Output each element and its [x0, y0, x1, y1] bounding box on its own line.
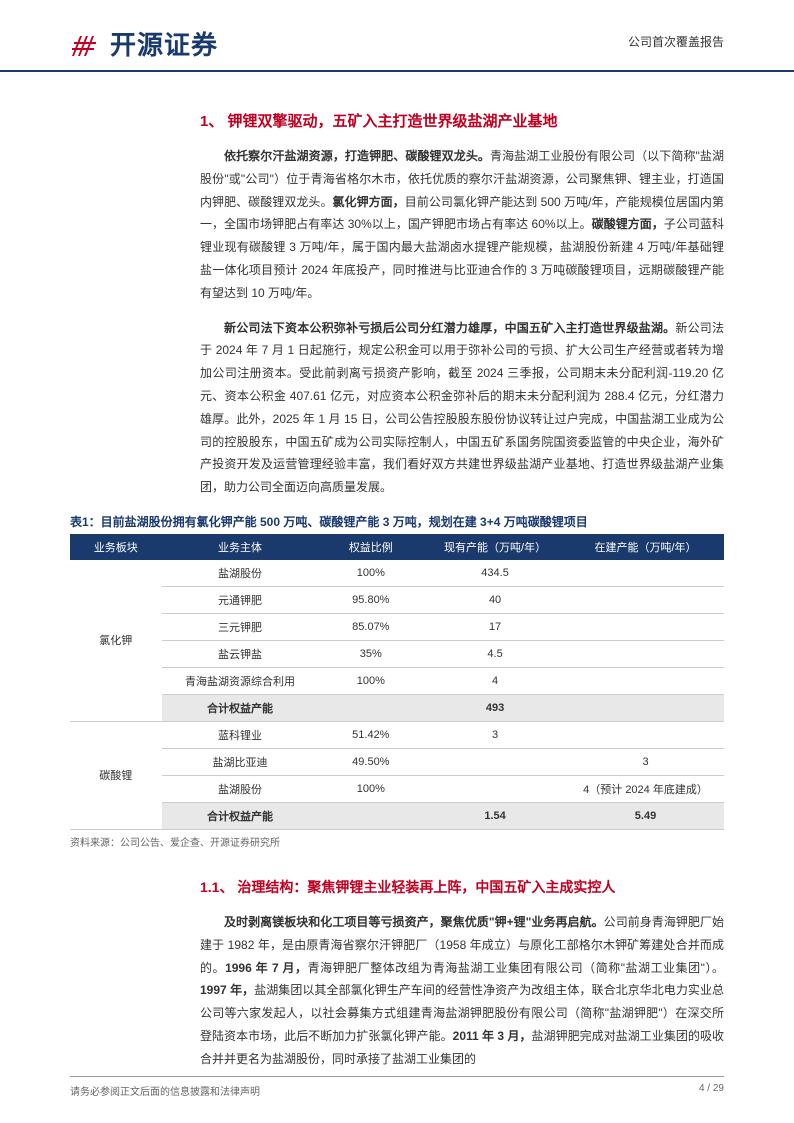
page-number: 4 / 29 [699, 1083, 724, 1098]
section-1-para-2: 新公司法下资本公积弥补亏损后公司分红潜力雄厚，中国五矿入主打造世界级盐湖。新公司… [200, 317, 724, 499]
table-row: 碳酸锂蓝科锂业51.42%3 [70, 721, 724, 748]
table-1-source: 资料来源：公司公告、爱企查、开源证券研究所 [70, 834, 724, 849]
th-0: 业务板块 [70, 534, 162, 560]
table-row: 元通钾肥95.80%40 [70, 586, 724, 613]
th-3: 现有产能（万吨/年） [423, 534, 567, 560]
group-1-label: 氯化钾 [70, 560, 162, 722]
page-header: 开源证券 公司首次覆盖报告 [0, 0, 794, 72]
table-row: 盐云钾盐35%4.5 [70, 640, 724, 667]
p1-lead: 依托察尔汗盐湖资源，打造钾肥、碳酸锂双龙头。 [224, 149, 490, 163]
section-1-title: 1、 钾锂双擎驱动，五矿入主打造世界级盐湖产业基地 [200, 110, 724, 131]
table-1: 业务板块 业务主体 权益比例 现有产能（万吨/年） 在建产能（万吨/年） 氯化钾… [70, 534, 724, 830]
subtotal-row: 合计权益产能1.545.49 [70, 802, 724, 829]
s11-b3: 2011 年 3 月， [453, 1029, 532, 1043]
s11-b2: 1997 年， [200, 983, 254, 997]
subtotal-row: 合计权益产能493 [70, 694, 724, 721]
s11-b1: 1996 年 7 月， [225, 961, 308, 975]
p1-b2: 碳酸锂方面， [592, 217, 664, 231]
th-4: 在建产能（万吨/年） [567, 534, 724, 560]
section-1-1-title: 1.1、 治理结构：聚焦钾锂主业轻装再上阵，中国五矿入主成实控人 [200, 877, 724, 897]
logo: 开源证券 [70, 25, 218, 62]
page-footer: 请务必参阅正文后面的信息披露和法律声明 4 / 29 [70, 1076, 724, 1098]
footer-disclaimer: 请务必参阅正文后面的信息披露和法律声明 [70, 1083, 260, 1098]
s11-lead: 及时剥离镁板块和化工项目等亏损资产，聚焦优质"钾+锂"业务再启航。 [224, 915, 604, 929]
table-row: 盐湖股份100%4（预计 2024 年底建成） [70, 775, 724, 802]
logo-text: 开源证券 [110, 25, 218, 62]
th-1: 业务主体 [162, 534, 319, 560]
table-row: 三元钾肥85.07%17 [70, 613, 724, 640]
table-header-row: 业务板块 业务主体 权益比例 现有产能（万吨/年） 在建产能（万吨/年） [70, 534, 724, 560]
table-row: 青海盐湖资源综合利用100%4 [70, 667, 724, 694]
p1-b1: 氯化钾方面， [333, 195, 405, 209]
main-content: 1、 钾锂双擎驱动，五矿入主打造世界级盐湖产业基地 依托察尔汗盐湖资源，打造钾肥… [0, 72, 794, 1071]
section-1-1-para-1: 及时剥离镁板块和化工项目等亏损资产，聚焦优质"钾+锂"业务再启航。公司前身青海钾… [200, 911, 724, 1071]
logo-icon [70, 28, 102, 60]
s11-t2: 青海钾肥厂整体改组为青海盐湖工业集团有限公司（简称"盐湖工业集团"）。 [308, 961, 724, 975]
th-2: 权益比例 [319, 534, 424, 560]
report-type: 公司首次覆盖报告 [628, 33, 724, 54]
p2-lead: 新公司法下资本公积弥补亏损后公司分红潜力雄厚，中国五矿入主打造世界级盐湖。 [224, 321, 675, 335]
table-1-caption: 表1：目前盐湖股份拥有氯化钾产能 500 万吨、碳酸锂产能 3 万吨，规划在建 … [70, 513, 724, 530]
section-1-para-1: 依托察尔汗盐湖资源，打造钾肥、碳酸锂双龙头。青海盐湖工业股份有限公司（以下简称"… [200, 145, 724, 305]
table-row: 盐湖比亚迪49.50%3 [70, 748, 724, 775]
p2-text: 新公司法于 2024 年 7 月 1 日起施行，规定公积金可以用于弥补公司的亏损… [200, 321, 724, 495]
group-2-label: 碳酸锂 [70, 721, 162, 829]
table-row: 氯化钾盐湖股份100%434.5 [70, 560, 724, 587]
